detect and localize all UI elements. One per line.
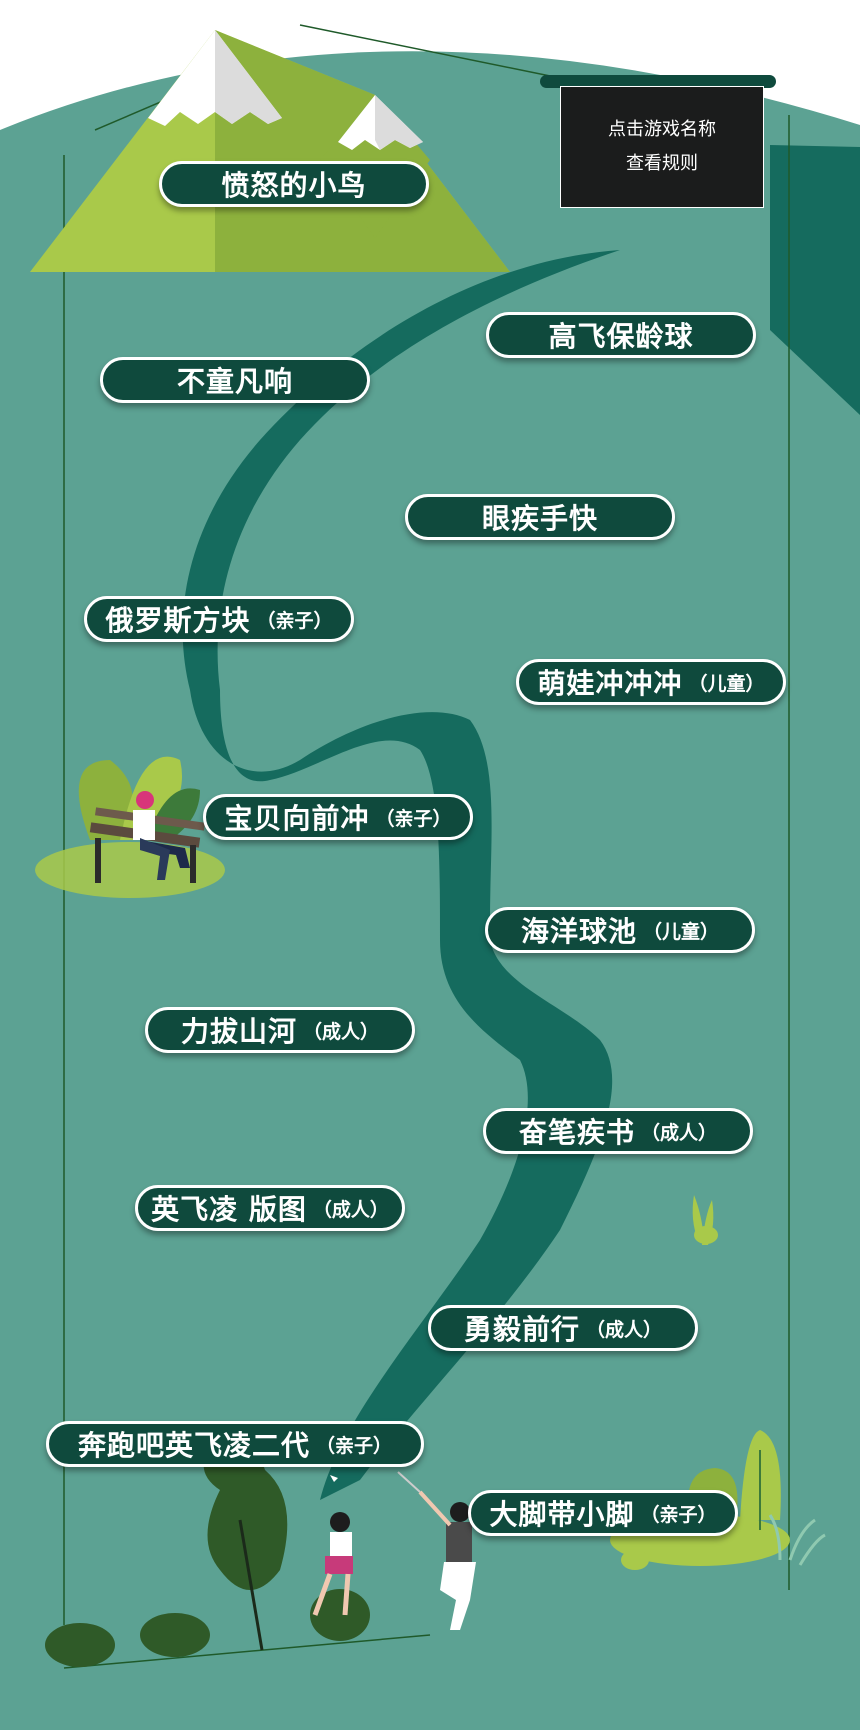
game-button-tetris[interactable]: 俄罗斯方块 （亲子） <box>84 596 354 642</box>
game-tag: （成人） <box>586 1318 663 1341</box>
game-name: 大脚带小脚 <box>489 1498 635 1531</box>
game-button-strength[interactable]: 力拔山河 （成人） <box>145 1007 415 1053</box>
game-button-big-feet[interactable]: 大脚带小脚 （亲子） <box>468 1490 738 1536</box>
game-name: 海洋球池 <box>520 915 637 948</box>
game-name: 不童凡响 <box>176 365 293 398</box>
badminton-players <box>312 1471 476 1630</box>
game-name: 宝贝向前冲 <box>224 802 370 835</box>
game-button-territory[interactable]: 英飞凌 版图 （成人） <box>135 1185 405 1231</box>
dark-flag <box>770 145 860 415</box>
game-name: 眼疾手快 <box>481 502 598 535</box>
game-tag: （儿童） <box>643 920 720 943</box>
game-name: 奔跑吧英飞凌二代 <box>77 1429 310 1462</box>
game-tag: （亲子） <box>256 609 333 632</box>
game-tag: （成人） <box>303 1020 380 1043</box>
game-name: 萌娃冲冲冲 <box>537 667 683 700</box>
game-tag: （成人） <box>312 1198 389 1221</box>
game-button-quick-hands[interactable]: 眼疾手快 <box>405 494 675 540</box>
bottom-trees <box>45 1434 370 1667</box>
game-button-kids-rush[interactable]: 萌娃冲冲冲 （儿童） <box>516 659 786 705</box>
game-button-ball-pit[interactable]: 海洋球池 （儿童） <box>485 907 755 953</box>
game-button-angry-birds[interactable]: 愤怒的小鸟 <box>159 161 429 207</box>
grass-sprig <box>692 1195 718 1245</box>
notice-line-2: 查看规则 <box>626 153 698 174</box>
notice-line-1: 点击游戏名称 <box>608 119 716 140</box>
game-tag: （亲子） <box>640 1503 717 1526</box>
game-tag: （成人） <box>641 1121 718 1144</box>
game-tag: （亲子） <box>316 1434 393 1457</box>
game-name: 高飞保龄球 <box>548 320 694 353</box>
game-name: 奋笔疾书 <box>518 1116 635 1149</box>
river <box>182 250 620 1500</box>
bench-scene <box>35 756 225 898</box>
game-button-baby-forward[interactable]: 宝贝向前冲 （亲子） <box>203 794 473 840</box>
game-button-butong[interactable]: 不童凡响 <box>100 357 370 403</box>
game-name: 勇毅前行 <box>463 1313 580 1346</box>
game-name: 英飞凌 版图 <box>151 1193 307 1226</box>
game-button-writing[interactable]: 奋笔疾书 （成人） <box>483 1108 753 1154</box>
notice-hanger-bar <box>540 75 776 88</box>
game-tag: （亲子） <box>375 807 452 830</box>
game-tag: （儿童） <box>688 672 765 695</box>
game-button-bowling[interactable]: 高飞保龄球 <box>486 312 756 358</box>
game-name: 力拔山河 <box>180 1015 297 1048</box>
notice-board: 点击游戏名称 查看规则 <box>560 86 764 208</box>
game-button-run[interactable]: 奔跑吧英飞凌二代 （亲子） <box>46 1421 424 1467</box>
game-name: 俄罗斯方块 <box>105 604 251 637</box>
game-name: 愤怒的小鸟 <box>221 169 367 202</box>
game-button-forward[interactable]: 勇毅前行 （成人） <box>428 1305 698 1351</box>
